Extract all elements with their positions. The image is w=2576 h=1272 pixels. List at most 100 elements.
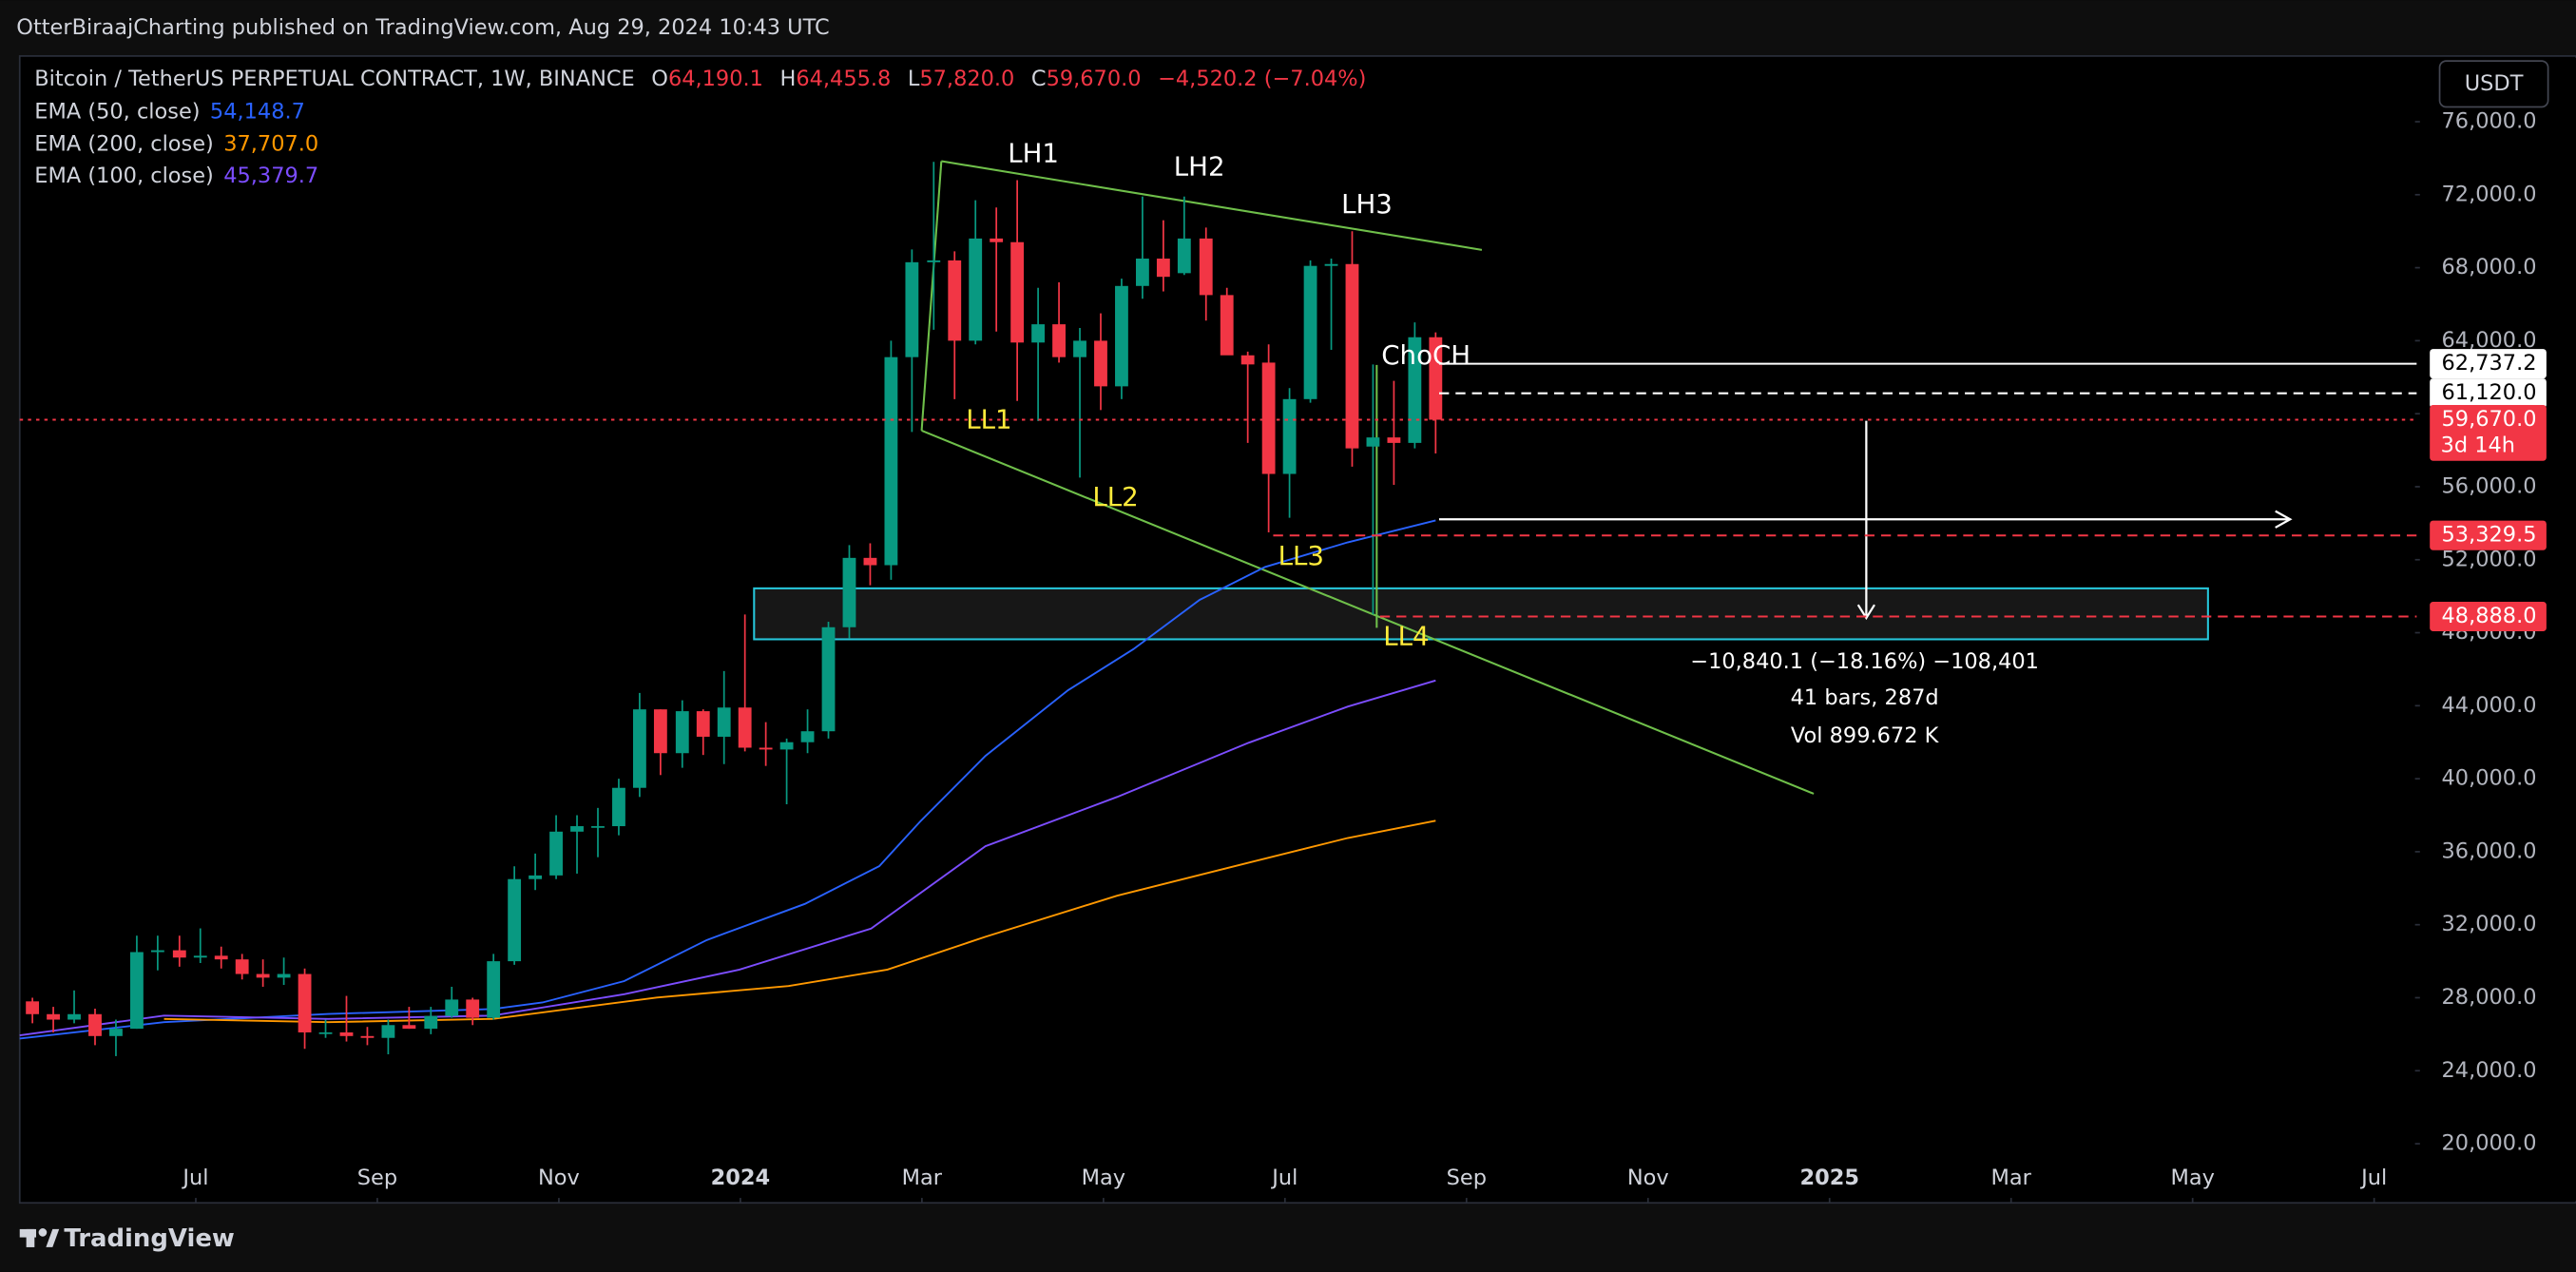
brand: TradingView	[64, 1224, 235, 1253]
candle-body	[256, 973, 270, 978]
candle-body	[717, 707, 731, 737]
logo-part	[46, 1228, 60, 1247]
candle-body	[696, 711, 710, 737]
ohlc-change: −4,520.2 (−7.04%)	[1158, 67, 1366, 91]
price-axis: 20,000.0 24,000.0 28,000.0 32,000.0 36,000.0…	[195, 57, 2576, 1204]
measure-text: −10,840.1 (−18.16%) −108,401	[1690, 649, 2039, 674]
price-badge-label: 53,329.5	[2442, 523, 2537, 548]
candle-body	[1387, 437, 1401, 443]
ohlc-value: 64,455.8	[796, 67, 891, 91]
candle-body	[318, 1031, 333, 1034]
legend-entry: EMA (50, close) 54,148.7	[34, 99, 305, 124]
candle-body	[905, 261, 919, 357]
x-tick-label: Jul	[181, 1166, 208, 1190]
y-tick-label: 40,000.0	[2442, 766, 2537, 791]
y-tick-label: 36,000.0	[2442, 838, 2537, 863]
logo-part	[38, 1228, 48, 1237]
y-tick-label: 20,000.0	[2442, 1131, 2537, 1156]
candle-body	[529, 875, 543, 879]
x-tick-label: May	[2170, 1166, 2214, 1190]
candle-body	[927, 260, 941, 262]
indicator-legend: EMA (50, close) 54,148.7 EMA (200, close) 3…	[34, 99, 318, 187]
y-tick-label: 44,000.0	[2442, 693, 2537, 718]
trendline-connector	[920, 161, 943, 432]
x-tick-label: Jul	[2359, 1166, 2387, 1190]
countdown: 3d 14h	[2441, 434, 2515, 458]
legend-name: EMA (50, close)	[34, 99, 200, 124]
candle-body	[424, 1015, 438, 1030]
price-badge-label: 61,120.0	[2442, 380, 2537, 405]
candle-body	[466, 999, 480, 1018]
annotation: LL1	[966, 404, 1011, 435]
x-tick-label: 2025	[1799, 1166, 1859, 1190]
candle-body	[1282, 398, 1297, 474]
ohlc-value: 64,190.1	[668, 67, 763, 91]
y-tick-label: 52,000.0	[2442, 547, 2537, 571]
y-tick-label: 76,000.0	[2442, 109, 2537, 134]
candle-body	[779, 742, 794, 750]
arrow-head	[2275, 510, 2293, 529]
candle-body	[360, 1035, 375, 1038]
candle-body	[1261, 362, 1276, 474]
legend-entry: EMA (200, close) 37,707.0	[34, 131, 318, 156]
candle-body	[549, 831, 563, 876]
annotation: LL4	[1383, 621, 1429, 652]
legend-value: 45,379.7	[223, 164, 318, 188]
y-tick-label: 32,000.0	[2442, 912, 2537, 936]
x-tick-label: 2024	[711, 1166, 771, 1190]
candle-body	[1010, 241, 1025, 343]
annotation: LL3	[1278, 540, 1324, 571]
candle-body	[339, 1031, 354, 1036]
candle-body	[47, 1013, 60, 1020]
y-tick-label: 68,000.0	[2442, 255, 2537, 279]
candle-body	[381, 1025, 395, 1038]
candle-body	[1303, 265, 1317, 399]
x-tick-label: Sep	[1447, 1166, 1487, 1190]
x-tick-label: Nov	[538, 1166, 580, 1190]
candle-body	[193, 955, 207, 958]
candle-body	[653, 709, 667, 754]
candle-body	[1220, 295, 1234, 356]
candle-body	[1345, 263, 1359, 449]
measure-text: 41 bars, 287d	[1791, 685, 1939, 710]
trendline-upper	[941, 160, 1483, 251]
price-badge-label: 62,737.2	[2442, 351, 2537, 376]
price-badge-label: 48,888.0	[2442, 604, 2537, 628]
candle-body	[26, 1001, 40, 1014]
candle-body	[990, 238, 1004, 242]
candle-body	[842, 557, 856, 627]
candle-body	[1177, 238, 1191, 274]
arrow-head	[1856, 604, 1875, 621]
legend-name: EMA (200, close)	[34, 131, 214, 156]
candle-body	[1240, 355, 1255, 365]
candle-body	[150, 950, 164, 953]
currency-label[interactable]: USDT	[2465, 71, 2524, 96]
legend-value: 37,707.0	[223, 131, 318, 156]
measure-text: Vol 899.672 K	[1791, 723, 1940, 748]
currency-button[interactable]	[2438, 60, 2549, 108]
candle-body	[298, 973, 312, 1032]
candle-body	[591, 826, 605, 828]
published-line: OtterBiraajCharting published on Trading…	[16, 15, 829, 40]
drawings-over: −10,840.1 (−18.16%) −108,401 41 bars, 28…	[19, 138, 2432, 748]
x-tick-label: Sep	[357, 1166, 397, 1190]
y-tick-label: 56,000.0	[2442, 473, 2537, 498]
candle-body	[130, 952, 144, 1030]
candle-body	[1366, 437, 1380, 447]
drawings-back	[753, 160, 2209, 795]
candle-body	[1156, 258, 1170, 278]
price-badge-label: 59,670.0	[2442, 407, 2537, 432]
candle-body	[67, 1013, 81, 1020]
symbol-title: Bitcoin / TetherUS PERPETUAL CONTRACT, 1…	[34, 67, 634, 91]
candle-body	[1324, 263, 1338, 266]
logo-part	[26, 1228, 35, 1247]
x-tick-label: May	[1082, 1166, 1125, 1190]
candle-body	[1052, 324, 1066, 357]
candle-body	[863, 557, 877, 566]
candle-body	[759, 747, 773, 750]
candle-body	[1135, 258, 1149, 286]
candle-body	[612, 787, 625, 827]
symbol-header: Bitcoin / TetherUS PERPETUAL CONTRACT, 1…	[34, 67, 1366, 91]
y-tick-label: 64,000.0	[2442, 328, 2537, 353]
